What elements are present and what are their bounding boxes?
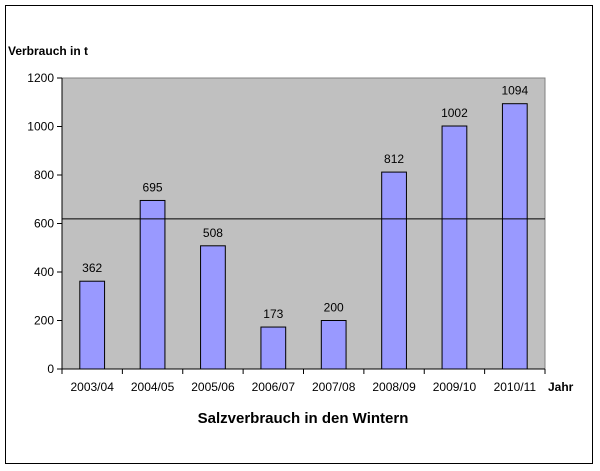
y-tick-label: 800 xyxy=(34,168,54,182)
bar xyxy=(320,320,347,370)
chart-title: Salzverbrauch in den Wintern xyxy=(198,410,409,427)
x-tick-label: 2009/10 xyxy=(433,380,477,394)
y-tick-label: 1000 xyxy=(27,120,54,134)
bar xyxy=(200,245,226,370)
x-axis-label: Jahr xyxy=(548,380,574,394)
bar xyxy=(139,199,166,370)
x-tick-label: 2003/04 xyxy=(70,380,114,394)
x-tick-label: 2007/08 xyxy=(312,380,356,394)
bar xyxy=(501,103,528,370)
data-label: 812 xyxy=(384,152,404,166)
data-label: 1002 xyxy=(441,106,468,120)
x-tick-label: 2004/05 xyxy=(131,380,175,394)
plot-area xyxy=(61,77,546,370)
data-label: 1094 xyxy=(501,84,528,98)
x-tick-label: 2006/07 xyxy=(252,380,296,394)
data-label: 173 xyxy=(263,307,283,321)
x-tick-label: 2008/09 xyxy=(372,380,416,394)
bar xyxy=(79,280,106,370)
y-tick-label: 400 xyxy=(34,265,54,279)
data-label: 362 xyxy=(82,261,102,275)
data-label: 695 xyxy=(143,180,163,194)
y-tick-label: 1200 xyxy=(27,71,54,85)
data-label: 508 xyxy=(203,226,223,240)
bar xyxy=(381,171,407,370)
data-label: 200 xyxy=(324,301,344,315)
x-tick-label: 2010/11 xyxy=(494,380,537,394)
y-tick-label: 0 xyxy=(47,362,54,376)
y-tick-label: 600 xyxy=(34,217,54,231)
y-tick-label: 200 xyxy=(34,314,54,328)
x-tick-label: 2005/06 xyxy=(191,380,235,394)
bar xyxy=(441,125,468,370)
y-axis-label: Verbrauch in t xyxy=(8,44,88,58)
bar xyxy=(260,326,287,370)
